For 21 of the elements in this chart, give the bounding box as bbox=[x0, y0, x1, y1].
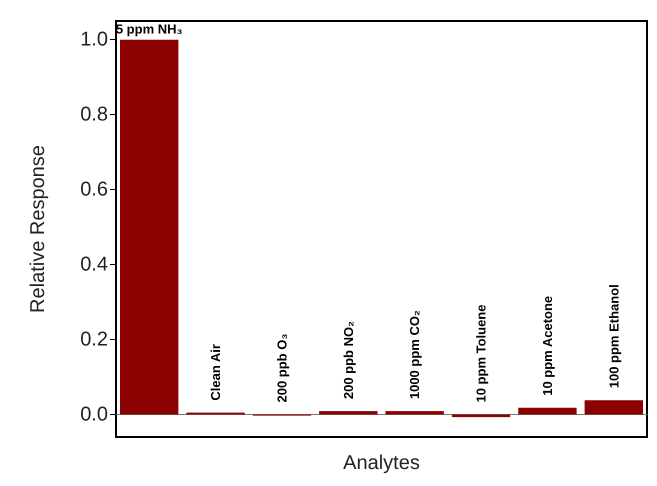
y-tick-label: 1.0 bbox=[80, 28, 108, 51]
x-axis-title: Analytes bbox=[343, 452, 420, 474]
x-tick-label: 200 ppb O₃ bbox=[274, 334, 290, 403]
bar bbox=[385, 411, 444, 415]
x-tick-label: 100 ppm Ethanol bbox=[606, 284, 622, 388]
y-axis-title: Relative Response bbox=[27, 145, 49, 313]
bar bbox=[120, 40, 178, 415]
y-tick-label: 0.4 bbox=[80, 254, 108, 276]
x-tick-label: 10 ppm Acetone bbox=[540, 296, 555, 396]
y-tick-label: 0.6 bbox=[80, 178, 108, 201]
x-tick-label: 1000 ppm CO₂ bbox=[407, 310, 422, 400]
x-tick-label: 10 ppm Toluene bbox=[474, 304, 489, 403]
bar bbox=[584, 400, 644, 415]
x-tick-label: Clean Air bbox=[208, 344, 224, 401]
bar bbox=[452, 414, 510, 418]
bar bbox=[518, 408, 577, 415]
y-tick-label: 0.0 bbox=[80, 404, 108, 426]
y-tick-label: 0.2 bbox=[80, 328, 108, 351]
x-tick-label: 200 ppb NO₂ bbox=[340, 320, 356, 400]
y-tick-label: 0.8 bbox=[80, 104, 108, 126]
bar bbox=[319, 411, 378, 415]
